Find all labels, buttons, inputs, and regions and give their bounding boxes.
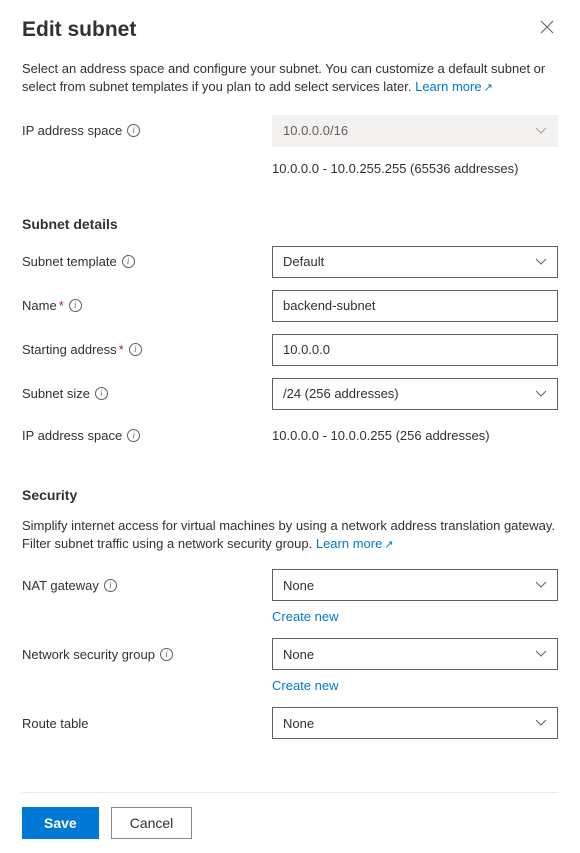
cancel-button[interactable]: Cancel: [111, 807, 193, 839]
subnet-template-select[interactable]: Default: [272, 246, 558, 278]
nat-gateway-label: NAT gateway: [22, 578, 99, 593]
subnet-template-label: Subnet template: [22, 254, 117, 269]
nat-gateway-select[interactable]: None: [272, 569, 558, 601]
route-table-select[interactable]: None: [272, 707, 558, 739]
chevron-down-icon: [535, 650, 547, 658]
computed-space-label: IP address space: [22, 428, 122, 443]
page-title: Edit subnet: [22, 18, 136, 42]
starting-address-label: Starting address: [22, 342, 117, 357]
external-link-icon: ↗: [484, 82, 493, 94]
starting-address-input[interactable]: [272, 334, 558, 366]
ip-address-space-select: 10.0.0.0/16: [272, 115, 558, 147]
nsg-value: None: [283, 647, 314, 662]
info-icon[interactable]: i: [95, 387, 108, 400]
save-button[interactable]: Save: [22, 807, 99, 839]
required-indicator: *: [119, 342, 124, 357]
name-label: Name: [22, 298, 57, 313]
nat-gateway-value: None: [283, 578, 314, 593]
info-icon[interactable]: i: [160, 648, 173, 661]
subnet-size-label: Subnet size: [22, 386, 90, 401]
footer: Save Cancel: [22, 792, 558, 853]
chevron-down-icon: [535, 581, 547, 589]
chevron-down-icon: [535, 258, 547, 266]
nsg-label: Network security group: [22, 647, 155, 662]
external-link-icon: ↗: [384, 539, 393, 551]
computed-space-value: 10.0.0.0 - 10.0.0.255 (256 addresses): [272, 422, 558, 449]
info-icon[interactable]: i: [129, 343, 142, 356]
info-icon[interactable]: i: [69, 299, 82, 312]
subnet-size-value: /24 (256 addresses): [283, 386, 399, 401]
subnet-template-value: Default: [283, 254, 324, 269]
intro-text: Select an address space and configure yo…: [22, 60, 558, 97]
info-icon[interactable]: i: [127, 124, 140, 137]
ip-address-space-label: IP address space: [22, 123, 122, 138]
close-icon[interactable]: [536, 18, 558, 40]
chevron-down-icon: [535, 390, 547, 398]
security-desc-text: Simplify internet access for virtual mac…: [22, 518, 555, 551]
route-table-value: None: [283, 716, 314, 731]
chevron-down-icon: [535, 719, 547, 727]
security-heading: Security: [22, 487, 558, 503]
security-description: Simplify internet access for virtual mac…: [22, 517, 558, 554]
security-learn-more-link[interactable]: Learn more↗: [316, 536, 394, 551]
learn-more-link[interactable]: Learn more↗: [415, 79, 493, 94]
info-icon[interactable]: i: [104, 579, 117, 592]
nsg-select[interactable]: None: [272, 638, 558, 670]
nsg-create-new-link[interactable]: Create new: [272, 678, 338, 693]
info-icon[interactable]: i: [127, 429, 140, 442]
required-indicator: *: [59, 298, 64, 313]
subnet-details-heading: Subnet details: [22, 216, 558, 232]
route-table-label: Route table: [22, 716, 89, 731]
nat-create-new-link[interactable]: Create new: [272, 609, 338, 624]
ip-address-range-text: 10.0.0.0 - 10.0.255.255 (65536 addresses…: [272, 161, 558, 176]
ip-address-space-value: 10.0.0.0/16: [283, 123, 348, 138]
subnet-size-select[interactable]: /24 (256 addresses): [272, 378, 558, 410]
name-input[interactable]: [272, 290, 558, 322]
chevron-down-icon: [535, 127, 547, 135]
info-icon[interactable]: i: [122, 255, 135, 268]
